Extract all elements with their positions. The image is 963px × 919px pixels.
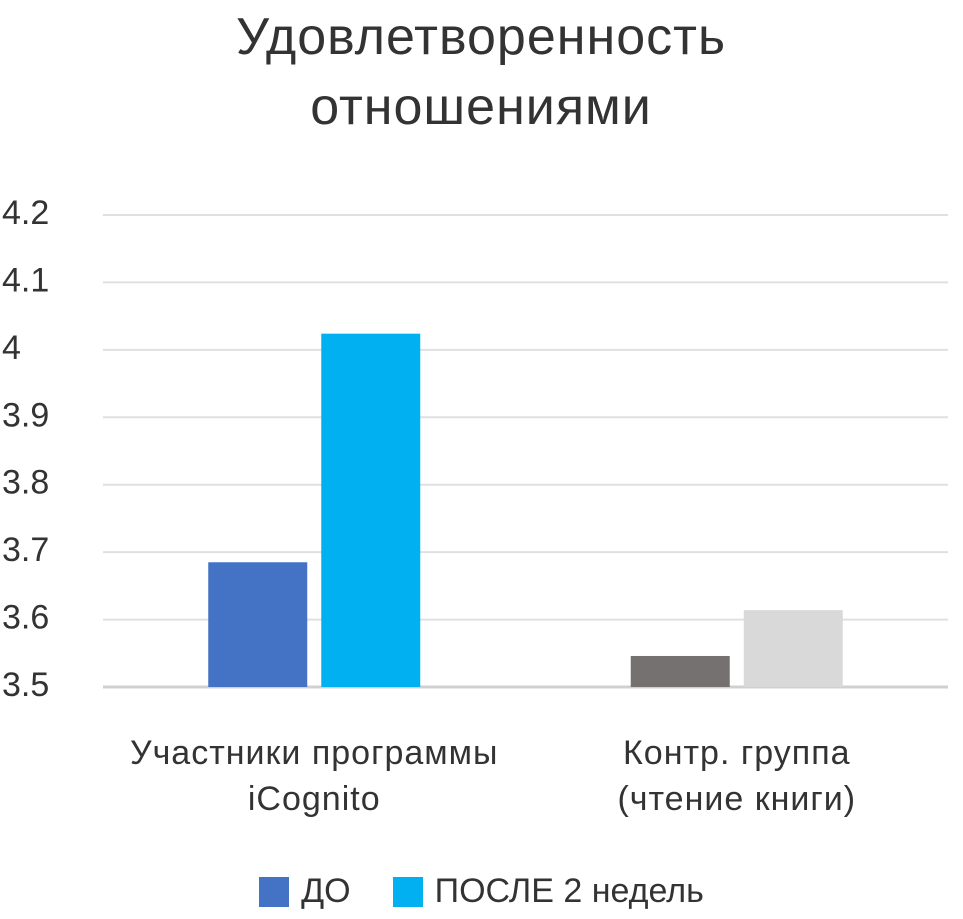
legend: ДО ПОСЛЕ 2 недель xyxy=(0,872,963,911)
x-tick-label: Участники программы iCognito xyxy=(129,734,499,818)
legend-item: ПОСЛЕ 2 недель xyxy=(392,872,704,911)
y-tick-label: 4.1 xyxy=(2,261,49,299)
legend-swatch xyxy=(392,876,423,907)
y-tick-label: 3.6 xyxy=(2,599,49,637)
y-tick-label: 3.5 xyxy=(2,666,49,704)
legend-swatch xyxy=(259,876,290,907)
y-tick-label: 4 xyxy=(2,329,21,367)
y-tick-label: 3.8 xyxy=(2,464,49,502)
legend-label: ДО xyxy=(301,872,351,910)
bar xyxy=(630,655,730,687)
legend-label: ПОСЛЕ 2 недель xyxy=(434,872,704,910)
bar xyxy=(208,562,308,687)
x-tick-label: Контр. группа (чтение книги) xyxy=(617,734,857,818)
y-tick-label: 3.7 xyxy=(2,531,49,569)
bar xyxy=(321,333,421,687)
chart-title: Удовлетворенность отношениями xyxy=(235,8,727,136)
y-tick-label: 4.2 xyxy=(2,194,49,232)
legend-item: ДО xyxy=(259,872,351,911)
y-tick-label: 3.9 xyxy=(2,396,49,434)
bar xyxy=(743,610,843,687)
